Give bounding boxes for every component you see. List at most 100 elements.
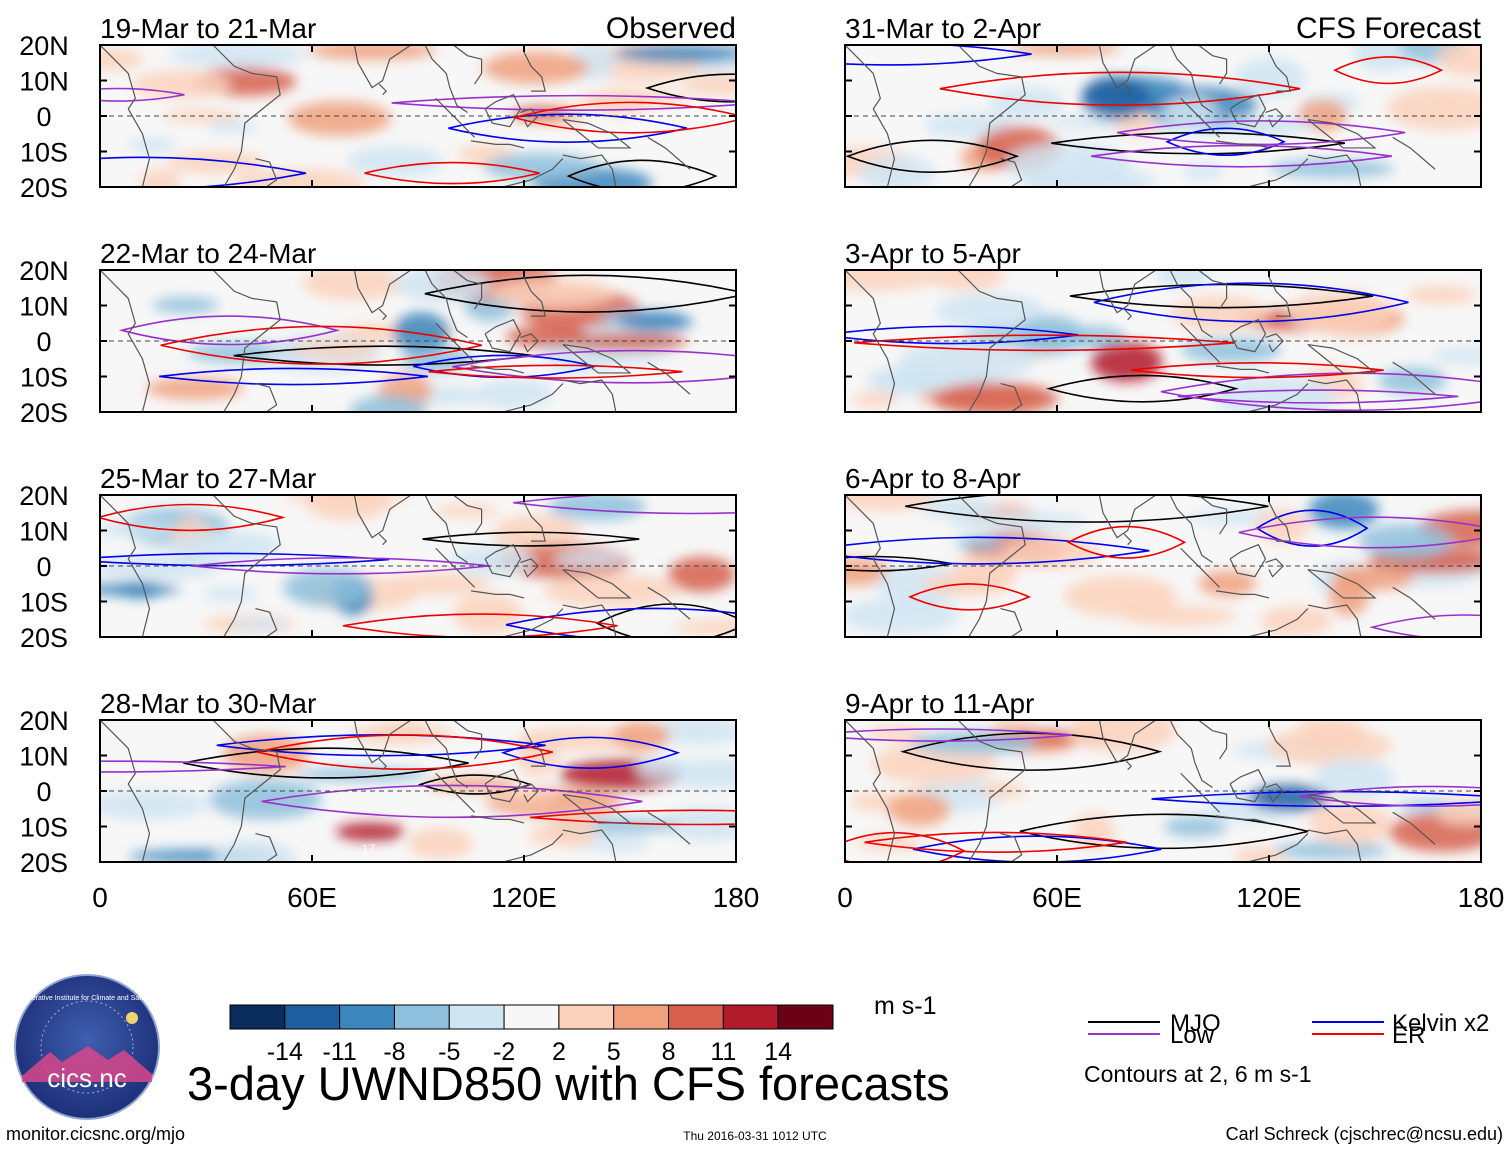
- coastline: [1229, 543, 1267, 578]
- anomaly-blob: [1233, 847, 1285, 862]
- anomaly-blob: [612, 721, 670, 752]
- logo-inner-ring: [40, 1000, 134, 1094]
- x-tick-label: 0: [837, 882, 853, 913]
- coastline: [1229, 768, 1267, 803]
- anomaly-blob: [202, 586, 258, 602]
- coastline: [1123, 758, 1133, 771]
- contour-low: [1091, 144, 1392, 168]
- coastline: [523, 501, 546, 542]
- coastline: [297, 45, 412, 89]
- coastline: [297, 720, 412, 764]
- anomaly-blob: [926, 270, 1005, 291]
- anomaly-blob: [576, 836, 652, 852]
- anomaly-blob: [350, 394, 427, 412]
- y-tick-label: 10N: [19, 517, 69, 547]
- contour-kelvin: [1165, 127, 1286, 157]
- anomaly-blob: [550, 811, 596, 849]
- coastline: [212, 270, 281, 412]
- coastlines: [845, 720, 1436, 862]
- coastline: [212, 720, 281, 862]
- anomaly-blob: [1163, 816, 1228, 837]
- y-tick-label: 20N: [19, 31, 69, 61]
- legend-label-mjo: MJO: [1170, 1010, 1221, 1037]
- anomaly-blob: [433, 503, 500, 518]
- contour-er: [160, 325, 482, 365]
- anomaly-blob: [1358, 523, 1453, 559]
- anomaly-blob: [1378, 367, 1447, 394]
- coastline: [297, 270, 412, 314]
- anomaly-blob: [100, 790, 208, 820]
- anomaly-blob: [1308, 495, 1379, 529]
- anomaly-blob: [393, 311, 450, 354]
- coastline: [1042, 270, 1157, 314]
- anomaly-blob: [346, 145, 444, 177]
- contour-er: [364, 161, 540, 185]
- coastline: [1197, 45, 1228, 85]
- figure-title: 3-day UWND850 with CFS forecasts: [187, 1057, 950, 1110]
- coastline: [1307, 154, 1362, 187]
- contour-er: [1066, 525, 1187, 559]
- anomaly-blob: [1271, 841, 1388, 860]
- colorbar-level-label: 5: [607, 1038, 621, 1066]
- contour-mjo: [905, 495, 1269, 523]
- coastline: [212, 45, 281, 187]
- coastline: [1215, 365, 1270, 374]
- coastline: [1123, 533, 1133, 546]
- anomaly-field: [849, 720, 1481, 862]
- coastline: [1215, 140, 1270, 149]
- anomaly-blob: [1352, 45, 1415, 73]
- anomaly-blob: [661, 805, 736, 841]
- legend-label-er: ER: [1392, 1022, 1425, 1049]
- coastline: [1307, 829, 1362, 862]
- anomaly-blob: [128, 137, 177, 153]
- coastline: [100, 270, 151, 412]
- contour-low: [100, 760, 286, 773]
- coastline: [452, 45, 483, 85]
- anomaly-blob: [131, 70, 231, 99]
- coastline: [1268, 51, 1291, 92]
- anomaly-blob: [1081, 76, 1151, 120]
- y-tick-label: 20N: [19, 481, 69, 511]
- y-tick-label: 20N: [19, 706, 69, 736]
- anomaly-blob: [167, 530, 281, 563]
- anomaly-blob: [146, 377, 245, 400]
- anomaly-blob: [207, 121, 259, 134]
- coastline: [1229, 93, 1267, 128]
- coastline: [1265, 333, 1284, 353]
- contour-kelvin: [500, 736, 681, 770]
- coastline: [470, 365, 525, 374]
- anomaly-blob: [492, 514, 582, 552]
- anomaly-blob: [308, 45, 437, 61]
- colorbar-level-label: -5: [438, 1038, 460, 1066]
- coastline: [1123, 83, 1133, 96]
- coastline: [1392, 811, 1436, 845]
- coastline: [1169, 270, 1213, 338]
- anomaly-blob: [1181, 337, 1282, 363]
- x-tick-label: 60E: [287, 882, 337, 913]
- contour-low: [845, 728, 1073, 742]
- contours: [845, 495, 1481, 637]
- anomaly-blob: [614, 45, 736, 63]
- panel-period-title: 9-Apr to 11-Apr: [845, 688, 1034, 719]
- anomaly-blob: [1297, 720, 1366, 747]
- coastline: [1265, 558, 1284, 578]
- coastline: [520, 108, 539, 128]
- coastline: [424, 45, 468, 113]
- colorbar-level-label: -14: [267, 1038, 303, 1066]
- anomaly-blob: [100, 521, 175, 537]
- y-tick-label: 0: [36, 327, 51, 357]
- anomaly-blob: [335, 822, 406, 841]
- y-tick-label: 20S: [20, 398, 68, 428]
- anomaly-blob: [477, 378, 554, 409]
- coastline: [255, 383, 278, 412]
- contour-kelvin: [100, 552, 390, 567]
- coastline: [452, 720, 483, 760]
- panel-period-title: 25-Mar to 27-Mar: [100, 463, 316, 494]
- colorbar-level-label: -8: [383, 1038, 405, 1066]
- anomaly-blob: [845, 597, 960, 634]
- colorbar-swatch: [668, 1004, 724, 1030]
- coastline: [424, 495, 468, 563]
- coastline: [1169, 45, 1213, 113]
- contour-er: [845, 831, 966, 862]
